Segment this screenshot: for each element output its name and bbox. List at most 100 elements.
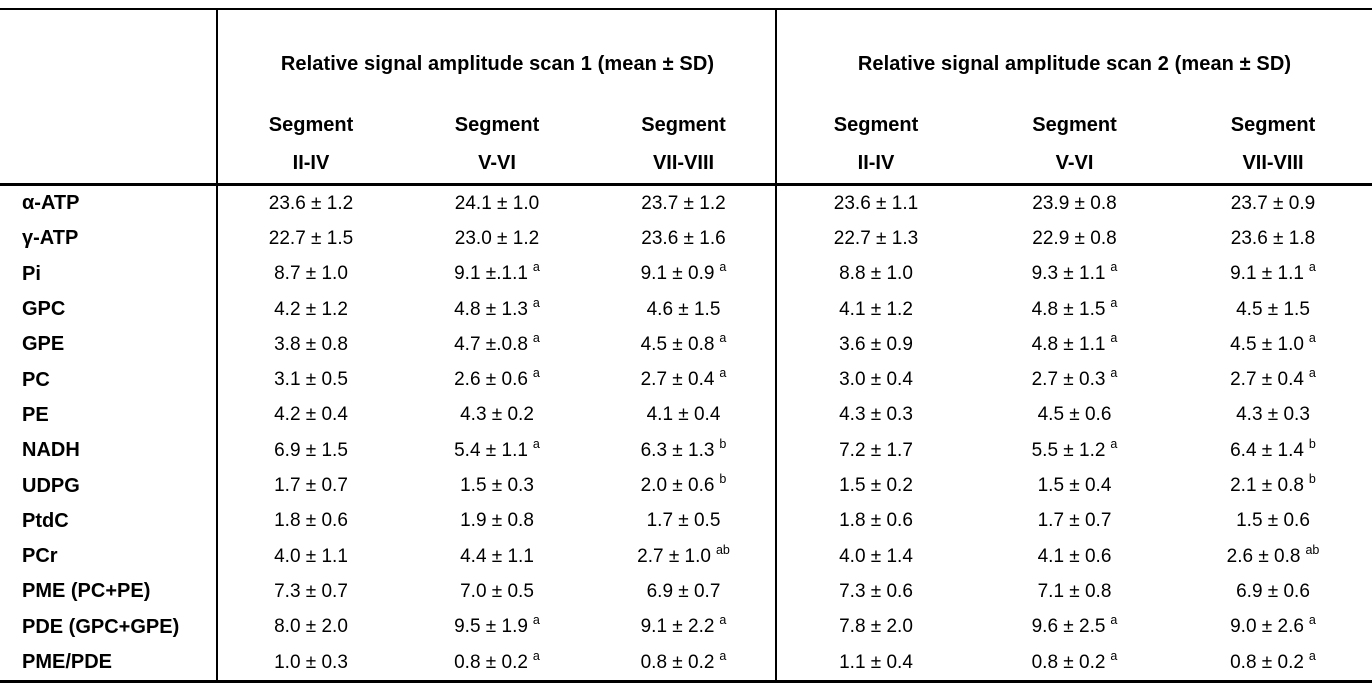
value-cell: 3.0 ± 0.4 — [777, 362, 975, 397]
value-text: 24.1 ± 1.0 — [454, 192, 540, 214]
value-cell: 2.7 ± 0.4 a — [1230, 366, 1316, 391]
value-text: 4.5 ± 1.5 — [1236, 298, 1310, 320]
row-label: PtdC — [22, 509, 69, 532]
value-text: 4.5 ± 0.6 — [1037, 404, 1112, 426]
value-text: 23.7 ± 0.9 — [1230, 192, 1316, 214]
value-text: 4.0 ± 1.1 — [274, 545, 348, 567]
value-cell: 2.1 ± 0.8 b — [1230, 472, 1316, 497]
value-text: 1.9 ± 0.8 — [460, 510, 534, 532]
value-text: 4.1 ± 0.6 — [1037, 545, 1112, 567]
group-title-row: Relative signal amplitude scan 1 (mean ±… — [0, 42, 1372, 86]
value-cell: 2.6 ± 0.8 ab — [1226, 542, 1320, 567]
table-row: NADH 6.9 ± 1.5 5.4 ± 1.1 a 6.3 ± 1.3 b 7.2 ± 1… — [0, 433, 1372, 468]
value-text: 23.7 ± 1.2 — [641, 192, 726, 214]
value-cell: 7.0 ± 0.5 — [404, 574, 590, 609]
value-cell: 6.4 ± 1.4 b — [1230, 436, 1316, 461]
value-cell: 4.6 ± 1.5 — [590, 292, 777, 327]
value-cell: 4.3 ± 0.3 — [777, 398, 975, 433]
table-body: α-ATP 23.6 ± 1.2 24.1 ± 1.0 23.7 ± 1.2 23.6 … — [0, 186, 1372, 680]
value-text: 7.2 ± 1.7 — [839, 439, 913, 461]
value-cell: 5.5 ± 1.2 a — [1031, 436, 1118, 461]
value-text: 2.0 ± 0.6 — [640, 475, 715, 497]
value-text: 1.8 ± 0.6 — [274, 510, 348, 532]
value-cell: 23.0 ± 1.2 — [404, 221, 590, 256]
segment-word: Segment — [833, 114, 919, 136]
corner-cell — [0, 104, 218, 184]
value-cell: 6.9 ± 0.6 — [1174, 574, 1372, 609]
value-text: 2.6 ± 0.6 — [454, 369, 528, 391]
row-label: PC — [22, 368, 50, 391]
value-cell: 2.7 ± 0.4 a — [640, 366, 727, 391]
value-text: 23.6 ± 1.8 — [1230, 227, 1316, 249]
value-cell: 1.7 ± 0.5 — [590, 504, 777, 539]
value-cell: 4.2 ± 0.4 — [218, 398, 404, 433]
value-text: 4.0 ± 1.4 — [839, 545, 913, 567]
table-row: UDPG 1.7 ± 0.7 1.5 ± 0.3 2.0 ± 0.6 b 1.5 ± 0.… — [0, 468, 1372, 503]
value-text: 4.5 ± 1.0 — [1230, 333, 1304, 355]
value-text: 9.1 ± 0.9 — [640, 263, 715, 285]
value-text: 4.4 ± 1.1 — [460, 545, 534, 567]
value-cell: 9.5 ± 1.9 a — [454, 613, 540, 638]
value-cell: 4.1 ± 1.2 — [777, 292, 975, 327]
value-text: 1.5 ± 0.2 — [839, 475, 913, 497]
value-cell: 0.8 ± 0.2 a — [1031, 648, 1118, 673]
value-cell: 4.1 ± 0.6 — [975, 539, 1174, 574]
value-text: 4.6 ± 1.5 — [646, 298, 721, 320]
corner-cell — [0, 42, 218, 86]
table-header-separator — [0, 183, 1372, 186]
value-cell: 9.6 ± 2.5 a — [1031, 613, 1118, 638]
value-text: 23.6 ± 1.2 — [268, 192, 354, 214]
value-cell: 2.7 ± 1.0 ab — [637, 542, 730, 567]
column-header-segment-scan2-3: Segment VII-VIII — [1174, 104, 1372, 184]
segment-range: VII-VIII — [652, 152, 715, 174]
value-text: 2.7 ± 0.4 — [640, 369, 715, 391]
value-cell: 4.8 ± 1.3 a — [454, 295, 540, 320]
value-cell: 23.6 ± 1.8 — [1174, 221, 1372, 256]
value-cell: 4.8 ± 1.1 a — [1031, 330, 1118, 355]
value-cell: 4.7 ±.0.8 a — [454, 330, 540, 355]
row-label: Pi — [22, 262, 41, 285]
value-cell: 23.7 ± 0.9 — [1174, 186, 1372, 221]
table-row: PE 4.2 ± 0.4 4.3 ± 0.2 4.1 ± 0.4 4.3 ± 0.3 4.… — [0, 398, 1372, 433]
row-label: α-ATP — [22, 192, 80, 215]
value-cell: 22.7 ± 1.5 — [218, 221, 404, 256]
value-text: 7.0 ± 0.5 — [460, 580, 534, 602]
row-label: PME/PDE — [22, 651, 113, 673]
value-text: 22.7 ± 1.3 — [833, 227, 919, 249]
value-cell: 9.0 ± 2.6 a — [1230, 613, 1316, 638]
value-cell: 1.8 ± 0.6 — [218, 504, 404, 539]
value-text: 4.2 ± 0.4 — [274, 404, 348, 426]
value-cell: 22.9 ± 0.8 — [975, 221, 1174, 256]
value-cell: 9.3 ± 1.1 a — [1031, 260, 1118, 285]
row-label: γ-ATP — [22, 227, 79, 250]
value-text: 1.7 ± 0.7 — [1037, 510, 1112, 532]
value-cell: 1.1 ± 0.4 — [777, 645, 975, 680]
table-row: PME/PDE 1.0 ± 0.3 0.8 ± 0.2 a 0.8 ± 0.2 a 1.1 … — [0, 645, 1372, 680]
value-text: 23.6 ± 1.1 — [833, 192, 919, 214]
value-text: 6.4 ± 1.4 — [1230, 439, 1304, 461]
value-text: 23.0 ± 1.2 — [454, 227, 540, 249]
table-row: GPC 4.2 ± 1.2 4.8 ± 1.3 a 4.6 ± 1.5 4.1 ± 1.2… — [0, 292, 1372, 327]
value-text: 0.8 ± 0.2 — [640, 651, 715, 673]
value-text: 2.7 ± 1.0 — [637, 545, 711, 567]
value-text: 4.3 ± 0.2 — [460, 404, 534, 426]
value-text: 4.2 ± 1.2 — [274, 298, 348, 320]
segment-word: Segment — [1032, 114, 1117, 136]
value-text: 5.5 ± 1.2 — [1031, 439, 1106, 461]
value-text: 8.8 ± 1.0 — [839, 263, 913, 285]
value-text: 6.3 ± 1.3 — [640, 439, 715, 461]
value-text: 9.3 ± 1.1 — [1031, 263, 1106, 285]
segment-word: Segment — [641, 114, 726, 136]
value-cell: 4.5 ± 0.8 a — [640, 330, 727, 355]
value-cell: 9.1 ±.1.1 a — [454, 260, 540, 285]
table-row: PCr 4.0 ± 1.1 4.4 ± 1.1 2.7 ± 1.0 ab 4.0 ± 1.… — [0, 539, 1372, 574]
value-cell: 1.5 ± 0.4 — [975, 468, 1174, 503]
table-row: GPE 3.8 ± 0.8 4.7 ±.0.8 a 4.5 ± 0.8 a 3.6 ± 0.… — [0, 327, 1372, 362]
table-row: PME (PC+PE) 7.3 ± 0.7 7.0 ± 0.5 6.9 ± 0.7 7.… — [0, 574, 1372, 609]
value-cell: 4.1 ± 0.4 — [590, 398, 777, 433]
row-label: PDE (GPC+GPE) — [22, 615, 180, 638]
value-cell: 1.5 ± 0.6 — [1174, 504, 1372, 539]
value-cell: 23.7 ± 1.2 — [590, 186, 777, 221]
value-cell: 7.8 ± 2.0 — [777, 610, 975, 645]
value-cell: 3.6 ± 0.9 — [777, 327, 975, 362]
